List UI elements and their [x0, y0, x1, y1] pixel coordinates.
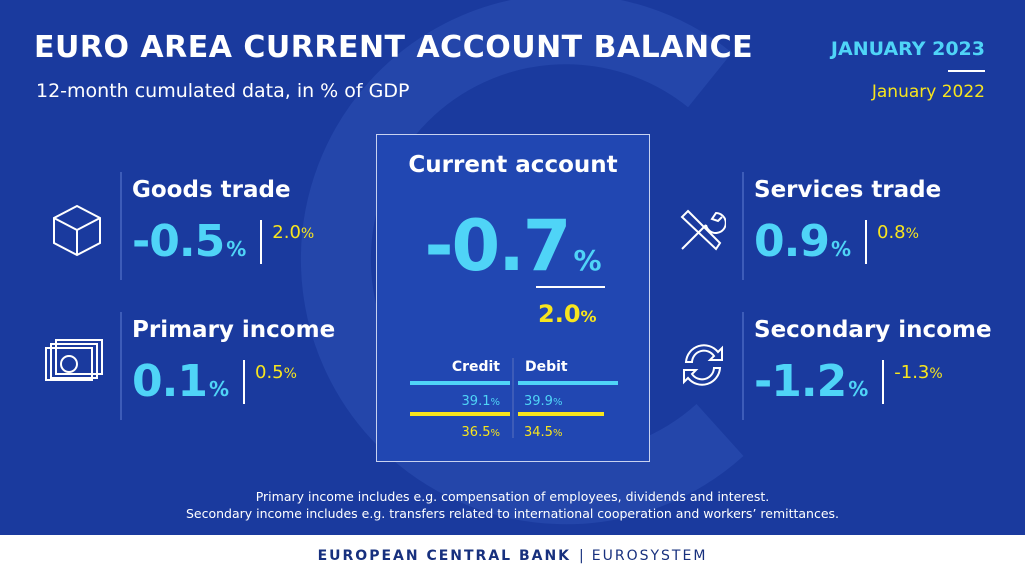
item: Goods trade -0.5% 2.0%	[120, 172, 400, 280]
current-value: 0.9%	[754, 216, 851, 267]
unit: %	[490, 428, 500, 439]
notes: Primary income includes e.g. compensatio…	[0, 488, 1025, 522]
unit: %	[490, 397, 500, 408]
current-value: -0.5%	[132, 216, 246, 267]
item: Services trade 0.9% 0.8%	[742, 172, 1022, 280]
item-bar	[742, 312, 744, 420]
separator	[882, 359, 885, 404]
value: 2.0	[272, 222, 301, 243]
value: 36.5	[461, 425, 491, 440]
table-header: Debit	[525, 359, 568, 375]
unit: %	[226, 237, 247, 261]
footer: EUROPEAN CENTRAL BANK | EUROSYSTEM	[0, 535, 1025, 577]
current-rule	[410, 381, 510, 385]
item-bar	[742, 172, 744, 280]
primary-icon	[45, 339, 103, 381]
value: 0.8	[877, 222, 906, 243]
unit: %	[283, 366, 297, 382]
unit: %	[573, 244, 602, 277]
euro-watermark	[300, 0, 744, 525]
unit: %	[208, 377, 229, 401]
secondary-icon	[683, 344, 723, 386]
item-values: 0.9% 0.8%	[754, 216, 919, 267]
current-value: -1.2%	[754, 356, 868, 407]
previous-value: -1.3%	[894, 362, 942, 383]
footer-sep: |	[579, 548, 584, 564]
separator	[260, 219, 263, 264]
center-divider	[536, 286, 605, 288]
unit: %	[929, 366, 943, 382]
item-label: Primary income	[132, 317, 336, 343]
footer-right: EUROSYSTEM	[591, 548, 708, 564]
unit: %	[552, 428, 563, 439]
table-cell: 34.5%	[524, 421, 562, 440]
value: -0.5	[132, 216, 225, 267]
previous-value: 0.8%	[877, 222, 919, 243]
item-label: Goods trade	[132, 177, 291, 203]
table-cell: 39.9%	[524, 390, 562, 409]
item-label: Services trade	[754, 177, 942, 203]
current-value: 0.1%	[132, 356, 229, 407]
item-bar	[120, 172, 122, 280]
value: 34.5	[524, 425, 553, 440]
unit: %	[580, 307, 597, 326]
previous-value: 2.0%	[272, 222, 314, 243]
table-cell: 39.1%	[412, 390, 500, 409]
value: 0.5	[255, 362, 284, 383]
unit: %	[830, 237, 851, 261]
item-values: -1.2% -1.3%	[754, 356, 943, 407]
item: Primary income 0.1% 0.5%	[120, 312, 400, 420]
item: Secondary income -1.2% -1.3%	[742, 312, 1022, 420]
value: 39.1	[461, 394, 491, 409]
item-bar	[120, 312, 122, 420]
previous-value: 0.5%	[255, 362, 297, 383]
value: -1.3	[894, 362, 930, 383]
goods-icon	[53, 204, 101, 257]
services-icon	[680, 209, 726, 251]
previous-rule	[518, 412, 604, 416]
separator	[243, 359, 245, 404]
item-values: 0.1% 0.5%	[132, 356, 297, 407]
table-cell: 36.5%	[412, 421, 500, 440]
value: 0.9	[754, 216, 830, 267]
item-values: -0.5% 2.0%	[132, 216, 314, 267]
legend-current: JANUARY 2023	[830, 38, 985, 60]
value: 0.1	[132, 356, 208, 407]
center-current: -0.7%	[376, 205, 650, 287]
title: EURO AREA CURRENT ACCOUNT BALANCE	[34, 30, 754, 65]
unit: %	[300, 226, 315, 242]
previous-rule	[410, 412, 510, 416]
value: -0.7	[424, 205, 571, 287]
center-title: Current account	[408, 152, 618, 178]
footer-left: EUROPEAN CENTRAL BANK	[317, 548, 572, 564]
value: -1.2	[754, 356, 847, 407]
legend-divider	[948, 70, 985, 72]
current-rule	[518, 381, 618, 385]
note: Secondary income includes e.g. transfers…	[185, 506, 840, 521]
unit: %	[905, 226, 919, 242]
unit: %	[552, 397, 563, 408]
unit: %	[848, 377, 869, 401]
table-divider	[512, 358, 514, 438]
center-previous: 2.0%	[538, 300, 597, 328]
separator	[865, 219, 867, 264]
value: 39.9	[524, 394, 553, 409]
note: Primary income includes e.g. compensatio…	[255, 489, 770, 504]
subtitle: 12-month cumulated data, in % of GDP	[36, 80, 410, 102]
item-label: Secondary income	[754, 317, 992, 343]
legend-previous: January 2022	[871, 82, 985, 102]
value: 2.0	[538, 300, 581, 328]
table-header: Credit	[451, 359, 500, 375]
